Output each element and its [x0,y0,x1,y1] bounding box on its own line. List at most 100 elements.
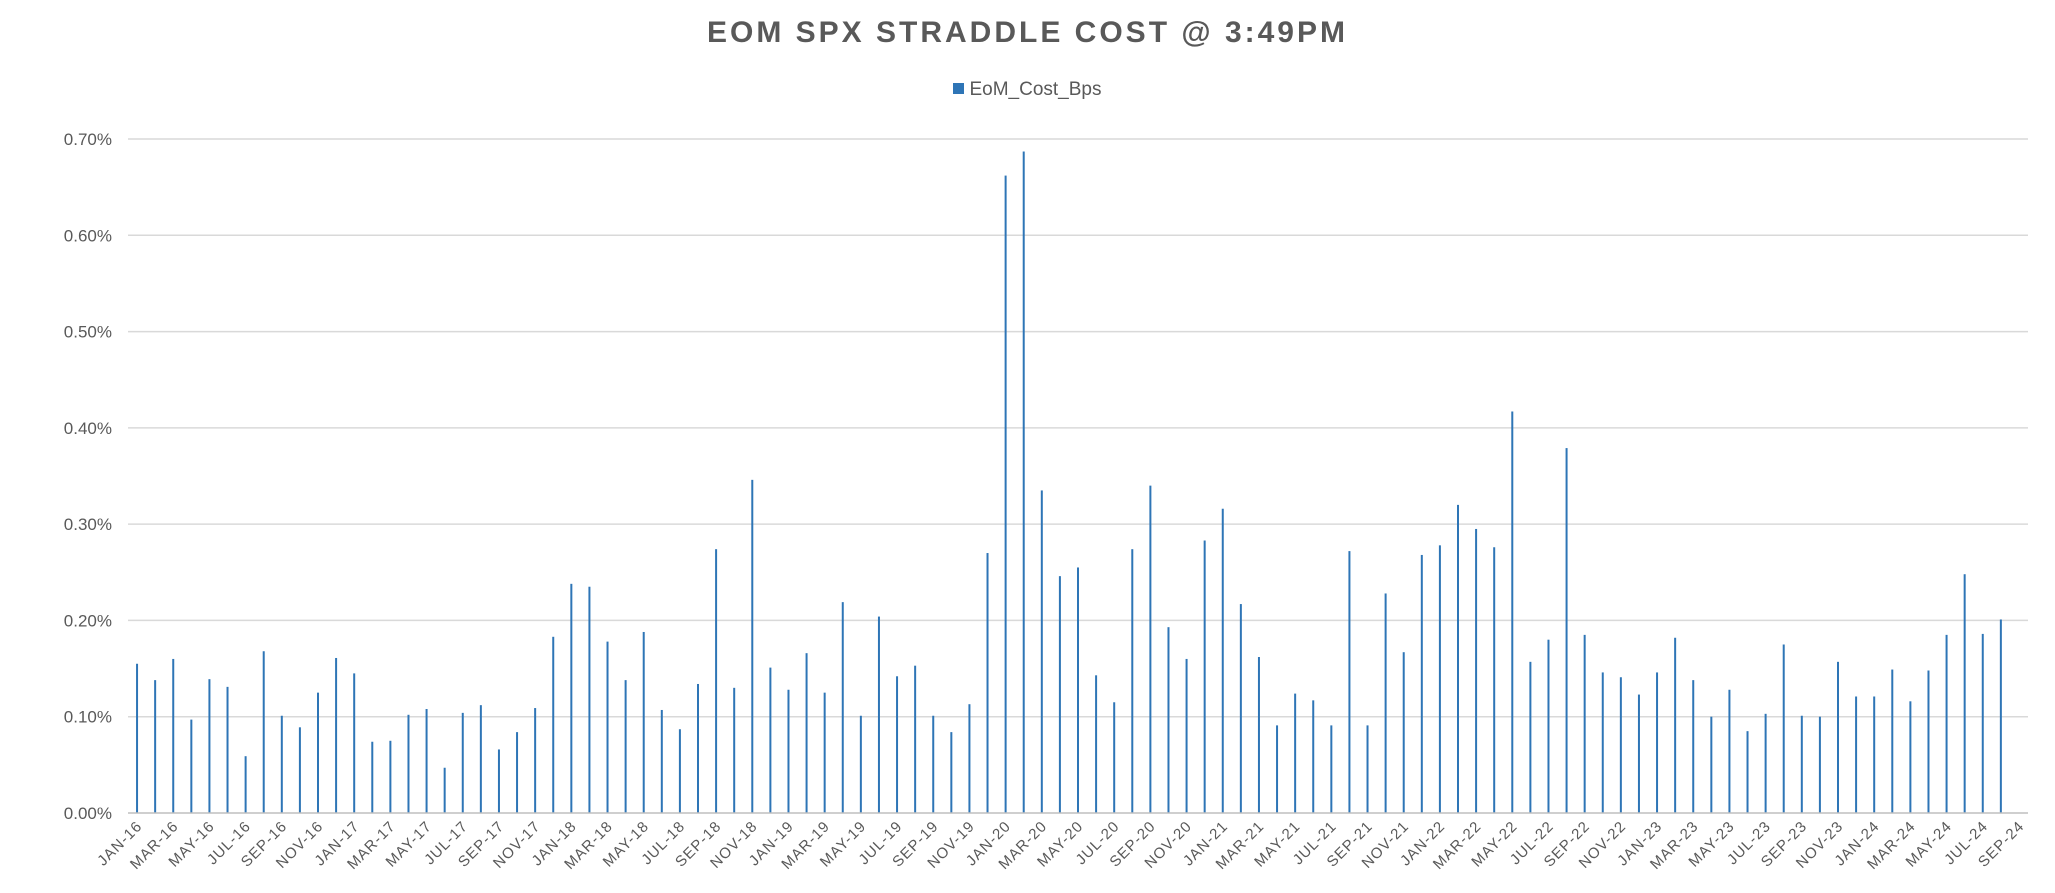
bar [244,756,247,813]
bar [1818,716,1821,813]
bar [697,683,699,813]
bar [751,479,754,813]
bar [317,692,319,813]
bar [1909,701,1912,813]
bar [1004,175,1007,814]
bar [1529,661,1532,813]
bar [1873,696,1876,813]
bar [968,704,971,813]
bar [1384,593,1387,813]
y-axis-ticks: 0.00% 0.10% 0.20% 0.30% 0.40% 0.50% 0.60% 0.70% [64,130,112,823]
y-tick-label: 0.20% [64,611,112,630]
y-tick-label: 0.40% [64,419,112,438]
y-tick-label: 0.70% [64,130,112,149]
bar [1565,448,1568,813]
bar [1366,725,1369,813]
bar [1601,672,1604,813]
bar [841,602,844,813]
bar [1348,551,1351,813]
bar [1095,675,1098,813]
bar [389,740,392,813]
bar [190,719,193,813]
bar [1511,411,1514,813]
bar [1728,689,1731,813]
bar [1185,658,1188,813]
bar [479,705,482,813]
bar [1040,490,1043,813]
bar [896,676,899,813]
bar [280,715,283,813]
bar [950,732,953,813]
bar [1475,528,1478,813]
bar [1239,604,1242,813]
bar [1963,574,1966,813]
bar [1402,652,1405,813]
bar [1855,696,1858,813]
bar [1692,680,1695,813]
bar [1420,554,1423,813]
bar [154,680,157,813]
bar [1167,627,1170,813]
bar [534,708,537,813]
x-axis-ticks: JAN-16MAR-16MAY-16JUL-16SEP-16NOV-16JAN-… [94,818,2028,873]
bar [1999,619,2002,813]
bar [606,641,609,813]
y-tick-label: 0.50% [64,323,112,342]
bar [425,709,428,813]
bar [136,663,139,813]
bar [407,714,410,813]
bar [1927,670,1930,813]
bar [823,692,826,813]
bar [1837,661,1839,813]
bar [1945,634,1948,813]
bar [1276,725,1279,813]
bar [371,741,374,813]
bar [1203,540,1206,813]
bar [1782,644,1785,813]
y-tick-label: 0.30% [64,515,112,534]
bar [805,653,808,813]
bar [298,727,301,813]
bar [1022,151,1025,813]
bar [986,553,989,813]
bar [624,680,627,813]
bar [570,583,573,813]
bar [226,686,229,813]
bar [769,667,772,813]
bars [136,151,2002,814]
bar [1221,508,1224,813]
bar [914,665,917,813]
bar [262,651,265,813]
bar [172,658,175,813]
bar [1257,657,1260,813]
bar [1077,567,1079,813]
bar [1113,702,1116,813]
bar [678,729,681,813]
bar [443,767,446,813]
bar [859,715,862,813]
bar [1131,549,1134,813]
bar [1764,713,1767,813]
bar [1619,677,1622,813]
bar [733,687,736,813]
bar [552,636,555,813]
bar [1547,639,1550,813]
bar [335,657,338,813]
y-tick-label: 0.00% [64,804,112,823]
chart-legend: EoM_Cost_Bps [0,79,2055,101]
bar [1583,634,1586,813]
y-tick-label: 0.10% [64,708,112,727]
bar [715,549,718,813]
bar [1674,637,1677,813]
legend-label: EoM_Cost_Bps [969,79,1102,100]
bar [1656,672,1659,813]
bar [1438,545,1441,813]
bar [497,749,500,813]
bar [1149,485,1152,813]
bar [1312,700,1315,813]
bar [353,673,356,813]
bar [208,679,211,813]
bar [1330,725,1333,813]
chart-title: EOM SPX STRADDLE COST @ 3:49PM [706,16,1348,49]
